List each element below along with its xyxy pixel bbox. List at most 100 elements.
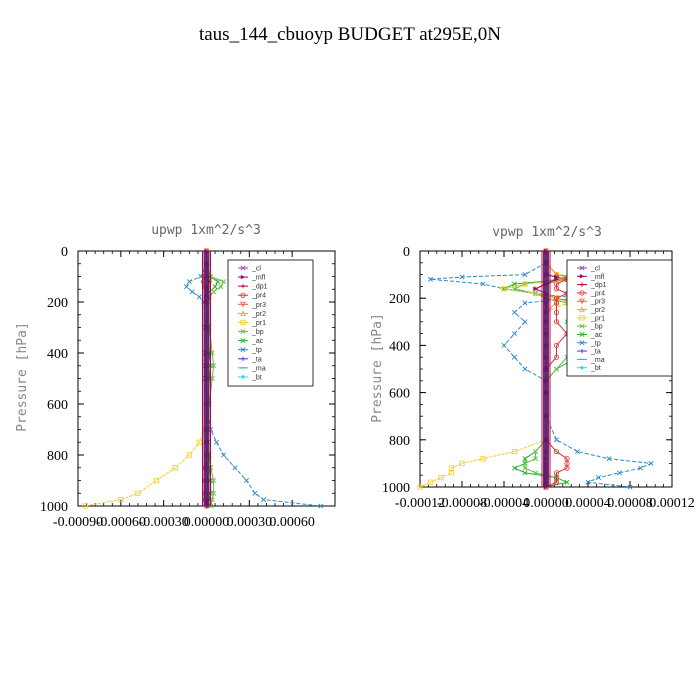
upwp-legend-marker (240, 283, 246, 289)
vpwp-x-tick-label: -0.00004 (479, 496, 529, 511)
upwp-legend-label: _pr4 (251, 293, 266, 300)
upwp-series-point-pr1 (172, 465, 178, 471)
upwp-legend-label: _pr3 (251, 302, 266, 309)
upwp-series-point-tp (243, 477, 249, 484)
vpwp-series-point-pr4 (553, 354, 560, 360)
vpwp-legend-label: _ma (590, 357, 605, 364)
vpwp-x-tick-label: 0.00004 (565, 496, 611, 511)
vpwp-series-point-tp (616, 470, 623, 476)
upwp-panel-title: upwp 1xm^2/s^3 (151, 223, 261, 238)
vpwp-legend-label: _ta (590, 349, 601, 356)
vpwp-series-point-pr1 (522, 281, 528, 287)
vpwp-legend-label: _pr1 (590, 315, 605, 322)
vpwp-legend-marker (579, 265, 585, 271)
vpwp-legend-marker (579, 315, 585, 321)
upwp-series-point-tp (213, 439, 220, 445)
vpwp-series-point-tp (574, 449, 581, 455)
upwp-legend-marker (240, 347, 246, 353)
vpwp-series-point-tp (480, 281, 486, 287)
vpwp-legend-label: _bt (590, 365, 601, 372)
upwp-y-axis-label: Pressure [hPa] (15, 322, 30, 432)
vpwp-x-tick-label: 0.00012 (649, 496, 695, 511)
vpwp-series-point-pr1 (417, 484, 423, 490)
vpwp-series-point-ac (522, 470, 528, 476)
upwp-series-point-pr1 (82, 503, 88, 509)
vpwp-zero-band (543, 251, 549, 487)
upwp-series-point-ac (212, 284, 218, 290)
upwp-legend-label: _ac (251, 338, 264, 345)
vpwp-legend-marker (579, 282, 585, 287)
vpwp-legend-marker (579, 323, 585, 329)
vpwp-series-point-pr4 (553, 309, 560, 315)
vpwp-series-point-tp (511, 331, 518, 337)
upwp-legend-marker (240, 319, 246, 326)
vpwp-series-point-tp (585, 479, 591, 485)
upwp-legend-label: _tp (251, 347, 262, 354)
vpwp-y-tick-label: 600 (389, 387, 410, 402)
vpwp-y-tick-label: 0 (403, 245, 410, 260)
vpwp-series-point-tp (648, 460, 654, 466)
upwp-series-point-bp (211, 363, 217, 369)
upwp-series-point-pr1 (196, 439, 202, 445)
upwp-series-line-tp (185, 251, 321, 507)
upwp-x-tick-label: 0.00030 (227, 515, 273, 530)
upwp-series-point-pr1 (135, 490, 141, 496)
figure-title: taus_144_cbuoyp BUDGET at295E,0N (199, 24, 501, 45)
vpwp-series-line-tp (430, 251, 653, 488)
vpwp-legend-marker (579, 331, 585, 337)
vpwp-series-point-tp (553, 437, 560, 443)
vpwp-x-tick-label: -0.00008 (437, 496, 487, 511)
vpwp-legend-label: _cl (590, 266, 600, 273)
upwp-zero-band (203, 251, 210, 506)
upwp-legend-label: _bt (251, 374, 262, 381)
upwp-y-tick-label: 400 (47, 347, 68, 362)
upwp-y-tick-label: 200 (47, 296, 68, 311)
upwp-legend-marker (240, 310, 246, 316)
upwp-series-point-tp (318, 503, 324, 509)
vpwp-legend-label: _dp1 (590, 282, 607, 289)
upwp-series-point-tp (252, 490, 258, 496)
vpwp-legend-label: _pr4 (590, 290, 605, 297)
upwp-y-tick-label: 0 (61, 245, 68, 260)
vpwp-x-tick-label: 0.00000 (523, 496, 569, 511)
vpwp-series-point-bp (532, 470, 539, 476)
upwp-legend-marker (240, 329, 246, 335)
upwp-y-tick-label: 800 (47, 449, 68, 464)
vpwp-x-tick-label: 0.00008 (607, 496, 653, 511)
vpwp-legend-marker (579, 298, 585, 305)
vpwp-series-point-bp (532, 456, 539, 462)
vpwp-series-point-pr1 (501, 286, 507, 292)
vpwp-series-point-bp (532, 449, 539, 455)
upwp-series-point-pr1 (153, 477, 160, 484)
vpwp-series-point-ac (511, 281, 518, 287)
vpwp-legend-label: _bp (590, 324, 603, 331)
vpwp-series-point-mfl (554, 277, 559, 282)
vpwp-y-tick-label: 400 (389, 339, 410, 354)
vpwp-series-point-pr4 (553, 286, 560, 292)
vpwp-series-point-tp (522, 366, 528, 372)
upwp-legend-label: _mfl (251, 275, 266, 282)
vpwp-series-point-pr1 (448, 470, 455, 476)
upwp-legend-label: _bp (251, 329, 264, 336)
vpwp-series-point-pr4 (564, 465, 570, 471)
vpwp-series-point-tp (459, 274, 465, 280)
vpwp-series-point-bp (522, 460, 528, 466)
vpwp-panel-title: vpwp 1xm^2/s^3 (492, 225, 602, 240)
vpwp-legend-label: _pr2 (590, 307, 605, 314)
vpwp-series-point-tp (511, 309, 518, 315)
upwp-series-point-pr1 (118, 497, 124, 503)
vpwp-series-point-tp (595, 475, 602, 481)
vpwp-legend-marker (579, 365, 585, 370)
upwp-legend: _cl _mfl _dp1 _pr4 _pr3 _pr2 _pr1 _bp _ac _tp _ta _… (227, 259, 314, 387)
upwp-y-tick-label: 1000 (40, 500, 68, 515)
vpwp-legend-marker (579, 340, 585, 346)
vpwp-legend-marker (579, 290, 585, 296)
upwp-legend-label: _ta (251, 356, 262, 363)
vpwp-legend-label: _ac (590, 332, 603, 339)
upwp-x-tick-label: 0.00060 (269, 515, 315, 530)
vpwp-series-point-tp (637, 465, 644, 471)
vpwp-legend-label: _tp (590, 340, 601, 347)
upwp-legend-marker (240, 274, 246, 280)
upwp-legend-label: _ma (251, 365, 266, 372)
